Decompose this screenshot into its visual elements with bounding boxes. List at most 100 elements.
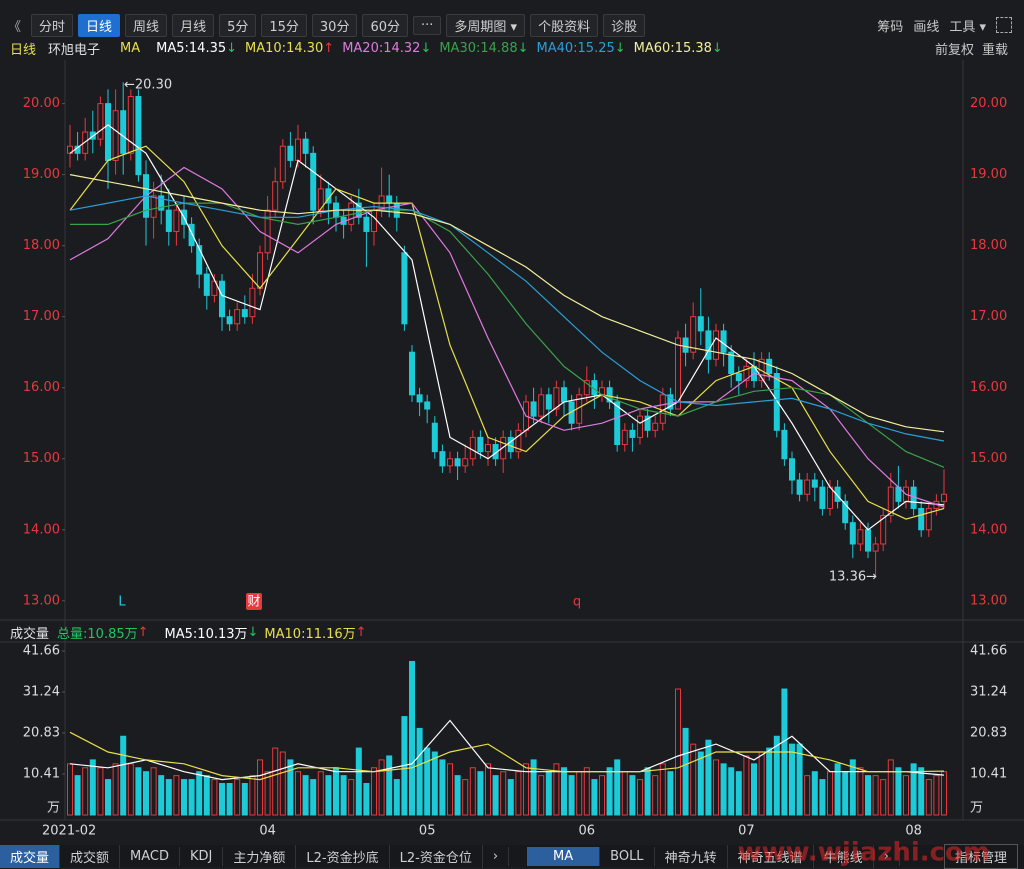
period-tab[interactable]: 日线 [78,13,121,37]
overlay-tab[interactable]: MA [527,846,601,866]
indicator-tab[interactable]: MACD [120,846,180,866]
volume-bar [728,767,735,816]
volume-bar [925,779,932,816]
candle-body [538,394,545,417]
candle-body [644,415,651,431]
period-tab[interactable]: 诊股 [603,13,646,37]
overlay-tab[interactable]: 神奇九转 [655,844,728,868]
volume-bar [173,775,180,816]
volume-bar [644,767,651,816]
period-tab[interactable]: 60分 [362,13,408,37]
candle-body [234,309,241,325]
unit-label: 万 [47,801,60,816]
candle-body [606,387,613,403]
candle-body [887,486,894,517]
volume-title: 成交量 [10,626,50,642]
indicator-tab[interactable]: 成交额 [60,844,121,868]
candle-body [424,401,431,410]
overlay-tab[interactable]: 牛熊线 [814,844,874,868]
legend-option[interactable]: 前复权 [934,42,974,58]
volume-bar [675,688,681,816]
volume-bar [143,771,149,816]
candle-body [454,458,461,467]
candle-body [492,444,499,460]
y-tick-label: 20.83 [23,726,60,741]
indicator-tab[interactable]: KDJ [180,846,224,866]
candle-body [652,422,659,431]
candle-body [105,103,111,161]
volume-bar [659,763,666,816]
candle-body [188,223,195,247]
period-tab[interactable]: ··· [413,15,442,35]
candle-body [515,429,522,453]
manage-button[interactable]: 指标管理 [943,843,1018,869]
annotation: 13.36→ [829,570,877,585]
candle-body [416,394,423,403]
candle-body [173,209,180,232]
overlay-tab[interactable]: › [874,846,900,866]
candle-body [705,330,712,360]
candle-body [621,429,628,446]
volume-bar [697,751,704,816]
legend-arrow: ↑ [355,624,367,640]
period-tab[interactable]: 15分 [261,13,307,37]
volume-bar [219,783,225,816]
ma-line [69,731,945,781]
candle-body [857,529,864,545]
y-tick-label: 10.41 [23,767,60,782]
volume-bar [781,688,788,816]
candle-body [348,202,355,225]
period-tab[interactable]: 周线 [125,13,168,37]
candle-body [690,316,697,353]
period-tab[interactable]: 5分 [219,13,257,37]
volume-bar [941,771,947,816]
y-tick-label-right: 10.41 [970,767,1007,782]
volume-bar [203,775,210,816]
volume-header: 成交量 总量:10.85万 ↑ MA5:10.13万 ↓ MA10:11.16万 ↑ [0,623,1024,642]
tool-button[interactable]: 画线 [913,19,940,35]
marker-box [246,593,262,610]
indicator-tab[interactable]: L2-资金抄底 [296,844,390,868]
candle-body [523,401,529,431]
period-tab[interactable]: 多周期图 ▾ [446,13,526,37]
candle-body [409,351,415,396]
volume-bar [485,763,491,816]
overlay-tab[interactable]: BOLL [600,846,655,866]
legend-arrow: ↓ [420,40,432,56]
tool-button[interactable]: 工具 ▾ [949,19,986,35]
period-tab[interactable]: 分时 [31,13,74,37]
volume-bar [804,775,811,816]
volume-bar [918,767,925,816]
legend-option[interactable]: 重载 [981,42,1008,58]
bottom-tabs: 成交量 成交额 MACD KDJ 主力净额 L2-资金抄底 L2-资金仓位 › MA BOLL 神奇… [0,843,1024,869]
candle-body [120,110,127,154]
overlay-tab[interactable]: 神奇五线谱 [728,844,814,868]
expand-icon[interactable] [996,17,1012,33]
indicator-tab[interactable]: 成交量 [0,844,61,868]
volume-bar [690,743,697,816]
candle-body [127,96,134,154]
volume-bar [827,771,833,816]
period-tab[interactable]: 个股资料 [530,13,599,37]
volume-bar [545,771,552,816]
candle-body [629,429,636,438]
tool-button[interactable]: 筹码 [877,19,904,35]
candle-body [82,131,89,154]
period-tab[interactable]: 30分 [311,13,358,37]
volume-bar [371,767,377,816]
back-button[interactable]: 《 [8,19,22,35]
indicator-tab[interactable]: › [483,846,510,866]
candle-body [302,138,309,154]
period-label: 日线 [10,42,37,58]
indicator-tab[interactable]: 主力净额 [223,844,297,868]
volume-bar [234,779,241,816]
volume-bar [105,779,111,816]
candle-body [272,181,279,211]
indicator-name: MA [120,40,141,56]
period-tab[interactable]: 月线 [172,13,215,37]
candle-body [477,436,484,453]
ma-line [70,202,945,468]
indicator-tab[interactable]: L2-资金仓位 [390,844,483,868]
volume-bar [272,747,279,816]
candle-body [720,330,727,353]
